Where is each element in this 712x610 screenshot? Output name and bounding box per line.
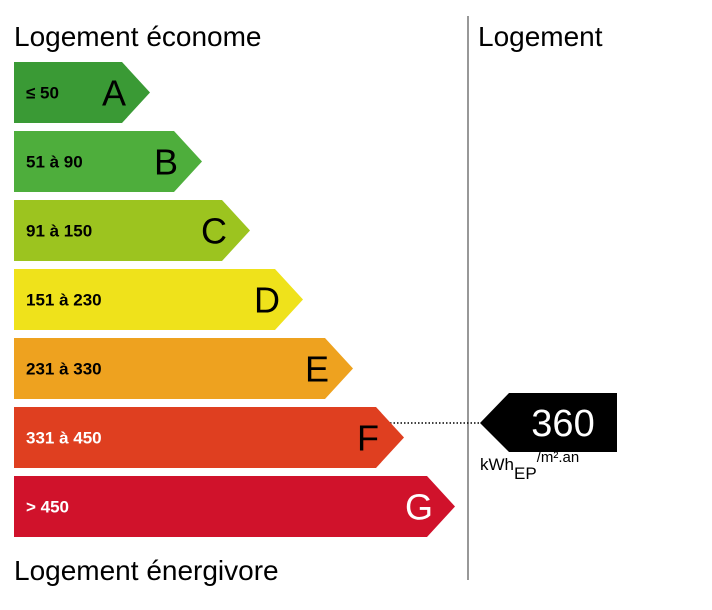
class-bar	[14, 269, 303, 330]
class-range: ≤ 50	[26, 84, 59, 103]
result-unit: kWhEP/m².an	[480, 449, 579, 483]
unit-sup: /m².an	[537, 449, 580, 466]
class-bar	[14, 131, 202, 192]
result-value: 360	[531, 403, 594, 445]
class-range: 331 à 450	[26, 429, 102, 448]
class-range: 231 à 330	[26, 360, 102, 379]
class-bar	[14, 62, 150, 123]
class-bar	[14, 407, 404, 468]
bottom-label: Logement énergivore	[14, 555, 279, 586]
class-letter: G	[405, 487, 433, 528]
class-letter: A	[102, 73, 126, 114]
unit-main: kWh	[480, 455, 514, 474]
class-range: 151 à 230	[26, 291, 102, 310]
unit-sub: EP	[514, 464, 537, 483]
class-letter: B	[154, 142, 178, 183]
class-bar	[14, 200, 250, 261]
class-bar	[14, 476, 455, 537]
class-letter: C	[201, 211, 227, 252]
class-letter: F	[357, 418, 379, 459]
class-bar	[14, 338, 353, 399]
class-letter: E	[305, 349, 329, 390]
class-letter: D	[254, 280, 280, 321]
class-range: > 450	[26, 498, 69, 517]
column-title: Logement	[478, 21, 603, 52]
class-range: 91 à 150	[26, 222, 92, 241]
result-marker	[480, 393, 617, 452]
top-label: Logement économe	[14, 21, 262, 52]
class-range: 51 à 90	[26, 153, 83, 172]
